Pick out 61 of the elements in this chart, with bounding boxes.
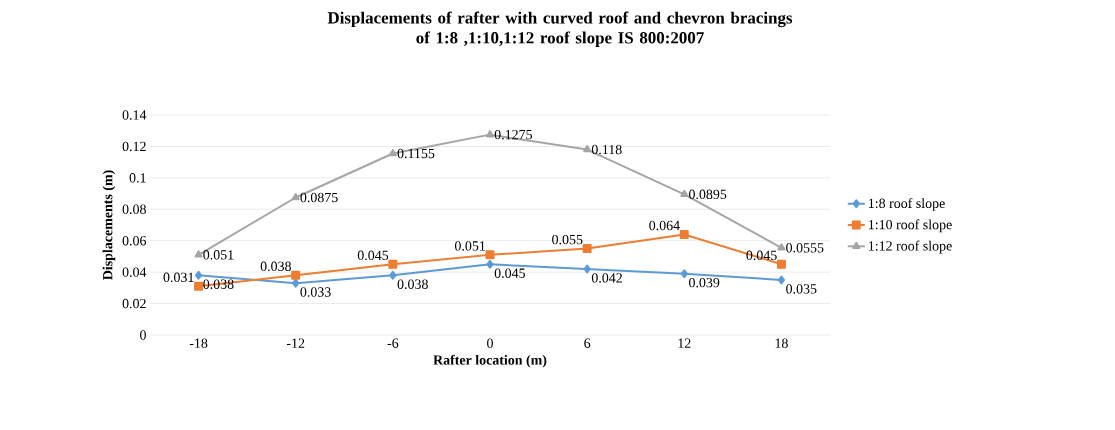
data-label: 0.1155 <box>397 148 435 159</box>
legend-label: 1:12 roof slope <box>869 240 952 254</box>
x-tick-label: -6 <box>387 338 399 348</box>
data-label: 0.031 <box>163 272 194 283</box>
legend-label: 1:10 roof slope <box>869 219 952 233</box>
data-label: 0.055 <box>552 234 583 245</box>
y-tick-label: 0.02 <box>122 298 146 309</box>
data-label: 0.051 <box>203 250 234 260</box>
point <box>776 259 786 269</box>
y-tick-label: 0.04 <box>122 267 147 277</box>
y-tick-label: 0.06 <box>122 235 147 246</box>
y-tick-label: 0 <box>140 330 146 340</box>
x-tick-label: 18 <box>775 338 788 348</box>
point <box>291 193 300 201</box>
data-label: 0.0895 <box>689 189 727 200</box>
point <box>292 278 300 288</box>
data-label: 0.0875 <box>300 192 338 203</box>
point <box>485 250 495 260</box>
point <box>388 149 397 157</box>
y-tick-label: 0.12 <box>122 141 146 152</box>
x-tick-label: 6 <box>584 338 591 348</box>
data-label: 0.0555 <box>786 243 824 253</box>
point <box>582 244 592 254</box>
point <box>194 281 204 291</box>
point <box>583 145 592 153</box>
data-label: 0.045 <box>494 268 526 278</box>
point <box>679 229 689 239</box>
data-label: 0.038 <box>397 279 428 289</box>
x-axis-title: Rafter location (m) <box>433 354 547 368</box>
point <box>777 243 786 251</box>
x-tick-label: 0 <box>487 338 493 348</box>
y-tick-label: 0.08 <box>122 204 146 215</box>
y-axis-title: Displacements (m) <box>102 170 116 280</box>
chart-title: Displacements of rafter with curved roof and chevron bracings of 1:8 ,1:10,1:12 roof slope IS 800:2007 <box>327 11 793 47</box>
point <box>680 189 689 198</box>
data-label: 0.035 <box>786 284 817 294</box>
point <box>194 270 203 280</box>
x-tick-label: 12 <box>678 338 691 348</box>
data-label: 0.039 <box>689 277 720 288</box>
data-label: 0.045 <box>357 250 389 261</box>
point <box>485 130 495 138</box>
x-tick-label: -12 <box>286 338 305 348</box>
point <box>777 275 786 285</box>
point <box>389 270 397 280</box>
data-label: 0.1275 <box>494 129 533 140</box>
data-label: 0.118 <box>591 144 622 155</box>
legend-label: 1:8 roof slope <box>869 198 945 211</box>
data-label: 0.064 <box>649 220 680 231</box>
point <box>680 269 688 279</box>
point <box>583 264 591 274</box>
point <box>388 259 398 269</box>
x-tick-label: -18 <box>189 338 208 348</box>
data-label: 0.042 <box>591 273 622 283</box>
y-tick-label: 0.1 <box>129 173 146 183</box>
data-label: 0.038 <box>260 261 291 272</box>
y-tick-label: 0.14 <box>122 110 147 120</box>
point <box>194 250 203 258</box>
data-label: 0.033 <box>300 287 331 297</box>
point <box>291 270 301 280</box>
data-label: 0.051 <box>454 241 485 251</box>
point <box>486 259 494 269</box>
